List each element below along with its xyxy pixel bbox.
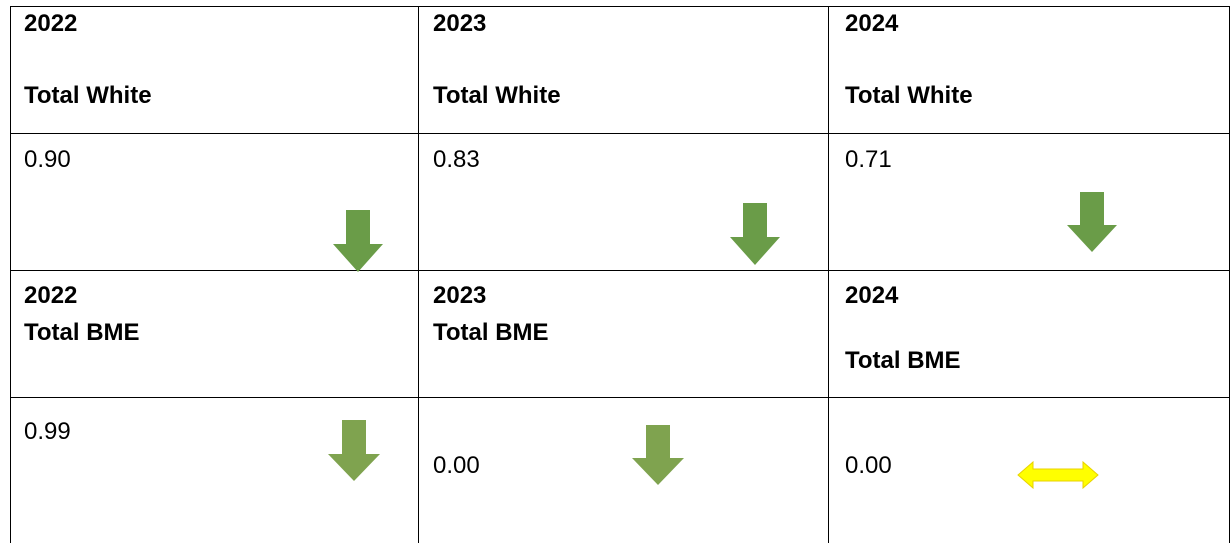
value: 0.00 xyxy=(845,452,892,479)
year: 2022 xyxy=(24,10,78,37)
border xyxy=(10,6,1230,7)
left-right-arrow xyxy=(1017,461,1099,489)
value: 0.90 xyxy=(24,146,71,173)
border xyxy=(10,6,11,543)
value: 0.99 xyxy=(24,418,71,445)
value: 0.83 xyxy=(433,146,480,173)
border xyxy=(10,397,1230,398)
value: 0.00 xyxy=(433,452,480,479)
year: 2024 xyxy=(845,10,899,37)
label: Total BME xyxy=(433,319,549,346)
label: Total White xyxy=(433,82,561,109)
label: Total White xyxy=(24,82,152,109)
year: 2022 xyxy=(24,282,78,309)
border xyxy=(828,6,829,543)
down-arrow xyxy=(328,420,380,481)
border xyxy=(1229,6,1230,543)
border xyxy=(418,6,419,543)
down-arrow xyxy=(632,425,684,485)
border xyxy=(10,133,1230,134)
label: Total White xyxy=(845,82,973,109)
year: 2024 xyxy=(845,282,899,309)
year: 2023 xyxy=(433,282,487,309)
border xyxy=(10,270,1230,271)
down-arrow xyxy=(333,210,383,272)
value: 0.71 xyxy=(845,146,892,173)
down-arrow xyxy=(1067,192,1117,252)
label: Total BME xyxy=(24,319,140,346)
down-arrow xyxy=(730,203,780,265)
year: 2023 xyxy=(433,10,487,37)
label: Total BME xyxy=(845,347,961,374)
